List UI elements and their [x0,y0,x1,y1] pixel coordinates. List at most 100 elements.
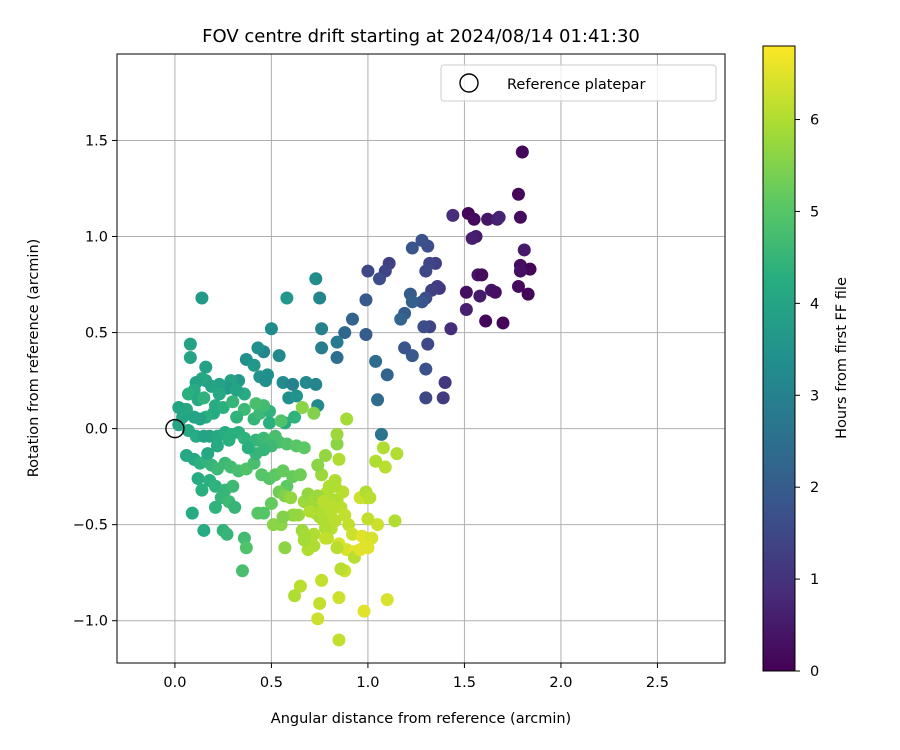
data-point [183,351,197,365]
data-point [315,573,329,587]
data-point [303,504,317,518]
data-point [309,272,323,286]
data-point [235,564,249,578]
data-point [345,312,359,326]
y-tick-label: 0.0 [85,422,108,438]
colorbar-tick-label: 0 [810,664,819,680]
data-point [276,376,290,390]
data-point [226,479,240,493]
data-point [307,527,321,541]
data-point [239,541,253,555]
data-point [311,458,325,472]
colorbar-gradient [762,45,796,672]
data-point [313,291,327,305]
data-point [280,437,294,451]
data-point [361,264,375,278]
data-point [492,210,506,224]
legend-entry-reference: Reference platepar [507,77,645,93]
data-point [419,391,433,405]
data-point [419,264,433,278]
data-point [376,441,390,455]
data-point [318,449,332,463]
x-tick-label: 1.5 [453,675,476,691]
colorbar-label: Hours from first FF file [834,277,850,439]
data-point [467,212,481,226]
data-point [475,268,489,282]
data-point [523,262,537,276]
x-tick-label: 2.5 [646,675,669,691]
data-point [311,612,325,626]
data-point [309,377,323,391]
data-point [330,351,344,365]
data-point [201,447,215,461]
data-point [444,322,458,336]
data-point [459,285,473,299]
data-point [465,231,479,245]
data-point [398,341,412,355]
data-point [369,454,383,468]
data-point [197,523,211,537]
data-point [361,541,375,555]
y-axis-label: Rotation from reference (arcmin) [26,239,42,478]
data-point [212,387,226,401]
data-point [330,427,344,441]
data-point [405,241,419,255]
data-point [357,604,371,618]
data-point [181,387,195,401]
data-point [195,483,209,497]
data-point [288,508,302,522]
data-point [521,287,535,301]
data-point [315,322,329,336]
data-point [293,579,307,593]
colorbar-tick-label: 3 [810,388,819,404]
data-point [313,596,327,610]
y-tick-label: 0.5 [85,326,108,342]
data-point [274,414,288,428]
data-point [228,500,242,514]
data-point [199,360,213,374]
data-point [172,418,186,432]
data-point [172,400,186,414]
data-point [378,460,392,474]
data-point [330,437,344,451]
data-point [332,591,346,605]
data-point [191,472,205,486]
x-tick-label: 0.5 [260,675,283,691]
colorbar-tick-label: 5 [810,204,819,220]
data-point [195,291,209,305]
data-point [220,527,234,541]
data-point [388,514,402,528]
data-point [513,264,527,278]
data-point [290,389,304,403]
data-point [286,377,300,391]
legend: Reference platepar [440,64,717,102]
plot-frame [116,53,726,664]
reference-marker [165,418,185,439]
data-point [517,243,531,257]
data-point [183,337,197,351]
data-point [436,391,450,405]
data-point [257,506,271,520]
grid-lines [117,54,725,663]
data-point [369,354,383,368]
colorbar: 0 1 2 3 4 5 6 [762,45,819,680]
data-point [230,410,244,424]
data-point [374,427,388,441]
data-point [230,383,244,397]
chart-title: FOV centre drift starting at 2024/08/14 … [202,26,640,47]
data-point [338,326,352,340]
data-point [264,497,278,511]
data-point [299,376,313,390]
data-point [511,279,525,293]
data-point [295,400,309,414]
y-tick-label: 1.5 [85,133,108,149]
data-point [226,395,240,409]
data-point [405,295,419,309]
data-point [315,341,329,355]
data-point [415,295,429,309]
data-point [330,335,344,349]
data-point [515,145,529,159]
data-point [417,320,431,334]
data-point [513,210,527,224]
data-point [284,491,298,505]
